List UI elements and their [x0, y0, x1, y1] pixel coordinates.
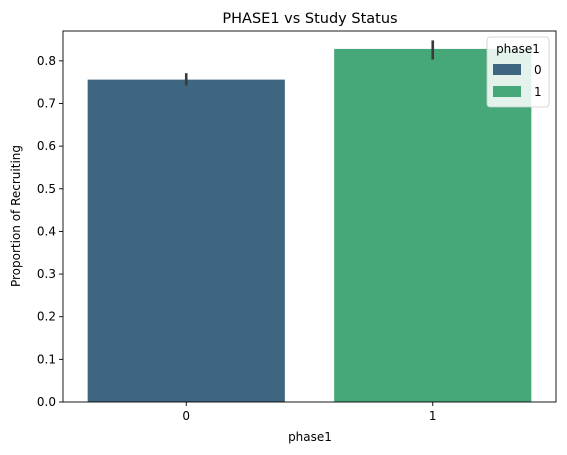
y-tick-label: 0.4: [37, 224, 56, 238]
y-tick-label: 0.6: [37, 139, 56, 153]
y-tick-label: 0.2: [37, 310, 56, 324]
y-axis-label: Proportion of Recruiting: [9, 145, 23, 287]
legend-label-1: 1: [534, 85, 542, 99]
legend-label-0: 0: [534, 63, 542, 77]
legend-swatch-0: [493, 64, 521, 75]
chart-title: PHASE1 vs Study Status: [222, 11, 397, 27]
x-tick-label: 1: [429, 409, 437, 423]
bars-layer: [87, 48, 532, 403]
y-tick-label: 0.5: [37, 182, 56, 196]
legend-swatch-1: [493, 86, 521, 97]
y-tick-label: 0.7: [37, 96, 56, 110]
y-tick-label: 0.1: [37, 352, 56, 366]
legend: phase1 0 1: [486, 36, 550, 108]
bar-1: [334, 48, 532, 403]
x-axis-label: phase1: [288, 430, 332, 444]
error-bars-layer: [184, 40, 435, 86]
y-tick-label: 0.0: [37, 395, 56, 409]
y-axis: 0.0 0.1 0.2 0.3 0.4 0.5 0.6 0.7 0.8: [37, 54, 63, 409]
y-tick-label: 0.3: [37, 267, 56, 281]
plot-frame: [62, 30, 557, 403]
legend-title: phase1: [496, 42, 540, 56]
bar-0: [87, 79, 285, 402]
y-tick-label: 0.8: [37, 54, 56, 68]
x-tick-label: 0: [182, 409, 190, 423]
